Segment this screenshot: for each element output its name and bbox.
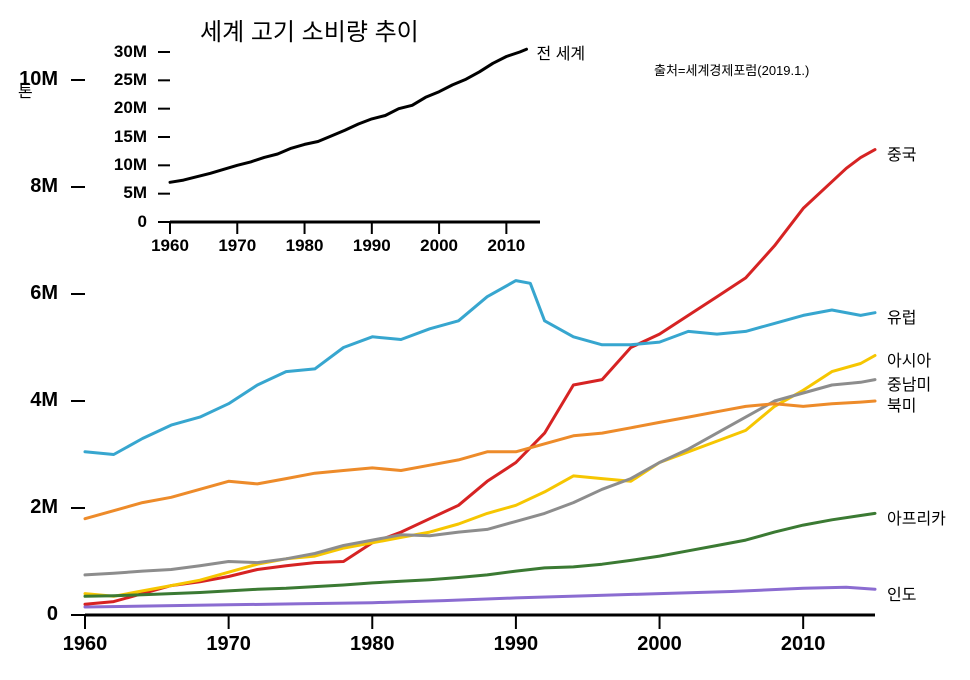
main-y-tick-label: 0 [0,603,58,626]
inset-y-tick-label: 30M [82,42,147,62]
series-label-유럽: 유럽 [887,304,916,328]
series-label-북미: 북미 [887,392,916,416]
inset-y-tick-label: 0 [82,212,147,232]
main-y-tick-label: 8M [0,175,58,198]
inset-y-tick-label: 5M [82,183,147,203]
main-x-tick-label: 1990 [476,633,556,656]
main-x-tick-label: 1980 [332,633,412,656]
series-label-중국: 중국 [887,141,916,165]
main-y-tick-label: 2M [0,496,58,519]
series-label-아프리카: 아프리카 [887,505,946,529]
inset-series-label: 전 세계 [537,40,586,64]
series-label-아시아: 아시아 [887,347,931,371]
inset-y-tick-label: 25M [82,70,147,90]
inset-y-tick-label: 20M [82,98,147,118]
chart-title: 세계 고기 소비량 추이 [200,12,419,47]
main-x-tick-label: 1970 [189,633,269,656]
main-y-tick-label: 10M [0,68,58,91]
series-label-중남미: 중남미 [887,371,931,395]
main-y-tick-label: 6M [0,282,58,305]
inset-y-tick-label: 15M [82,127,147,147]
main-x-tick-label: 2010 [763,633,843,656]
inset-x-tick-label: 2010 [466,236,546,256]
main-x-tick-label: 2000 [620,633,700,656]
source-label: 출처=세계경제포럼(2019.1.) [654,60,809,79]
series-label-인도: 인도 [887,581,916,605]
main-y-tick-label: 4M [0,389,58,412]
inset-y-tick-label: 10M [82,155,147,175]
main-x-tick-label: 1960 [45,633,125,656]
